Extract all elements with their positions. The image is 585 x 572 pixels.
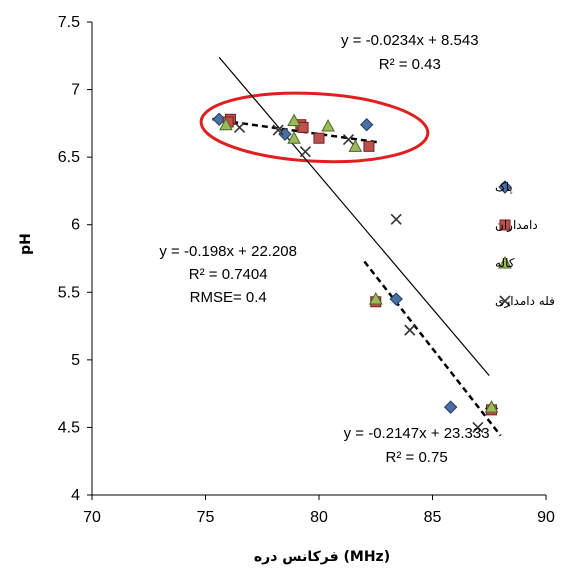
trendline-2-rmse: RMSE= 0.4 <box>190 289 267 306</box>
point-kaleh <box>287 131 301 144</box>
x-tick-label: 80 <box>310 509 328 526</box>
x-tick-label: 75 <box>197 509 215 526</box>
legend-marker-damdaran <box>499 219 511 231</box>
point-kaleh <box>321 119 335 132</box>
data-points <box>212 112 499 433</box>
point-kaleh <box>368 291 383 305</box>
trendlines <box>212 56 502 437</box>
highlight-ellipse <box>199 91 430 164</box>
x-axis-label: فرکانس دره (MHz) <box>254 549 390 565</box>
x-marker-stroke <box>472 421 484 433</box>
point-kaleh <box>484 400 499 413</box>
legend-label-kaleh: کاله <box>495 256 515 270</box>
legend-label-feleh-damdari: فله دامداری <box>495 294 555 309</box>
highlight-layer <box>199 91 430 164</box>
trendline-3-r2: R² = 0.75 <box>386 449 448 466</box>
point-kaleh <box>219 117 233 131</box>
point-damdaran <box>313 132 325 144</box>
legend-marker-pak <box>498 180 512 194</box>
x-marker-stroke <box>272 124 284 136</box>
point-kaleh <box>348 139 363 152</box>
trendline-3-label: y = -0.2147x + 23.333 <box>344 425 490 442</box>
trendline-2 <box>218 56 490 377</box>
x-marker-stroke <box>499 295 511 307</box>
point-feleh-damdari <box>272 124 284 136</box>
y-tick-label: 7 <box>71 82 80 99</box>
point-pak <box>359 118 374 132</box>
trendline-2-label: y = -0.198x + 22.208 <box>159 243 297 260</box>
x-marker-stroke <box>390 213 402 225</box>
legend-marker-kaleh <box>498 255 512 269</box>
y-tick-label: 4 <box>71 487 80 504</box>
point-kaleh <box>287 113 301 127</box>
point-feleh-damdari <box>404 324 416 336</box>
x-marker-stroke <box>342 134 355 146</box>
x-marker-stroke <box>233 121 246 133</box>
y-axis-label: pH <box>18 233 34 255</box>
point-feleh-damdari <box>390 213 402 225</box>
point-feleh-damdari <box>472 421 484 433</box>
x-tick-label: 70 <box>83 509 101 526</box>
trendline-2-r2: R² = 0.7404 <box>189 266 268 283</box>
annotations: y = -0.0234x + 8.543 R² = 0.43 y = -0.198x… <box>159 32 489 466</box>
point-damdaran <box>297 121 309 133</box>
y-tick-label: 5.5 <box>58 284 80 301</box>
x-tick-label: 85 <box>424 509 442 526</box>
legend-marker-feleh-damdari <box>499 295 511 307</box>
trendline-1-label: y = -0.0234x + 8.543 <box>341 32 479 49</box>
trendline-1 <box>212 117 379 144</box>
point-pak <box>389 292 403 306</box>
legend: پاک دامداران کاله فله دامداری <box>495 180 555 309</box>
point-damdaran <box>363 140 375 152</box>
y-tick-label: 6.5 <box>58 149 80 166</box>
x-tick-label: 90 <box>537 509 555 526</box>
trendline-3 <box>363 260 502 437</box>
point-feleh-damdari <box>299 146 311 158</box>
trendline-1-r2: R² = 0.43 <box>379 56 441 73</box>
point-feleh-damdari <box>233 121 246 133</box>
y-tick-label: 7.5 <box>58 14 80 31</box>
point-pak <box>443 400 458 414</box>
y-tick-label: 5 <box>71 352 80 369</box>
legend-label-pak: پاک <box>495 180 513 194</box>
x-marker-stroke <box>299 146 311 158</box>
point-feleh-damdari <box>342 134 355 146</box>
legend-label-damdaran: دامداران <box>495 218 538 233</box>
x-marker-stroke <box>404 324 416 336</box>
y-tick-label: 4.5 <box>58 419 80 436</box>
y-tick-label: 6 <box>71 217 80 234</box>
axes: 4 4.5 5 5.5 6 6.5 7 7.5 70 75 80 85 90 <box>58 14 555 526</box>
